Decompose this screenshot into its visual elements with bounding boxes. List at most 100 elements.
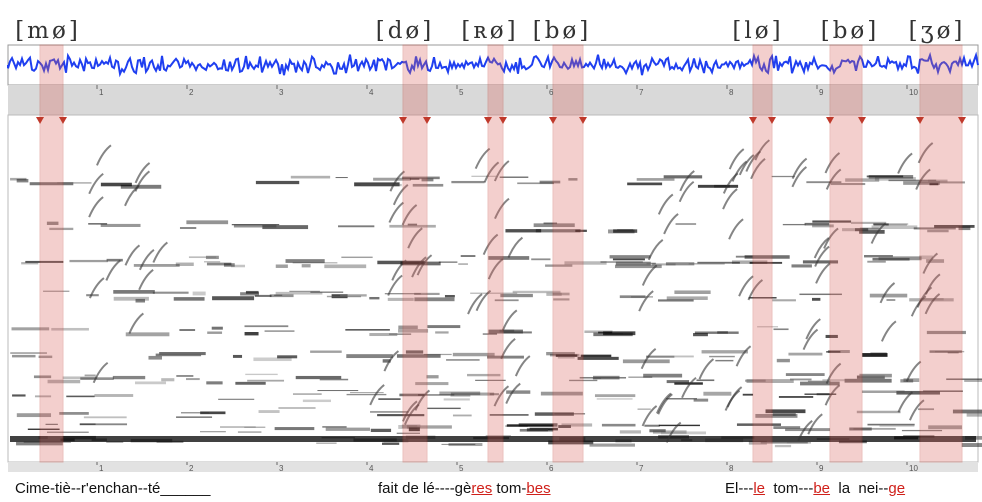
- spectral-streak: [888, 179, 937, 182]
- phoneme-label: [dø]: [376, 18, 435, 44]
- spectral-streak: [211, 326, 223, 330]
- tick-label: 9: [819, 464, 824, 473]
- spectral-streak: [709, 355, 735, 358]
- harmonic-curve: [467, 293, 483, 315]
- spectral-streak: [133, 264, 180, 267]
- spectral-streak: [84, 374, 96, 377]
- lyric-text: fait de lé----gè: [378, 480, 472, 497]
- spectral-streak: [38, 355, 53, 359]
- spectral-streak: [264, 330, 295, 332]
- harmonic-curve: [138, 249, 155, 271]
- spectral-streak: [694, 331, 739, 334]
- spectral-streak: [378, 398, 401, 400]
- spectral-streak: [382, 442, 400, 445]
- boundary-marker: [826, 117, 834, 124]
- spectral-streak: [736, 423, 781, 426]
- harmonic-curve: [493, 385, 510, 407]
- harmonic-curve: [879, 282, 896, 304]
- harmonic-curve: [482, 233, 499, 255]
- time-ticks: 1 1 2 2 3 3 4 4 5 5 6 6 7 7 8 8 9 9 10 10: [96, 85, 918, 473]
- spectral-streak: [613, 229, 638, 233]
- spectral-streak: [200, 411, 226, 415]
- spectral-streak: [886, 299, 896, 301]
- spectral-streak: [113, 296, 149, 301]
- spectral-streak: [370, 410, 409, 413]
- spectral-streak: [398, 329, 429, 333]
- phoneme-label: [lø]: [732, 18, 783, 44]
- spectral-streak: [934, 224, 975, 228]
- harmonic-curve: [815, 262, 831, 284]
- spectral-streak: [100, 182, 132, 187]
- spectral-streak: [467, 373, 501, 377]
- spectral-streak: [637, 408, 651, 410]
- spectral-streak: [51, 327, 89, 331]
- spectral-streak: [441, 443, 476, 445]
- lyric-text: El---: [725, 480, 754, 497]
- spectral-streak: [302, 399, 331, 403]
- harmonic-curve: [514, 355, 531, 377]
- harmonic-curve: [88, 172, 104, 195]
- spectral-streak: [773, 328, 789, 331]
- spectral-streak: [16, 441, 63, 446]
- spectral-streak: [703, 391, 732, 396]
- spectral-streak: [811, 297, 821, 301]
- spectral-streak: [11, 327, 50, 331]
- spectral-streak: [292, 393, 322, 395]
- spectral-streak: [199, 431, 226, 433]
- harmonic-curve: [731, 160, 748, 182]
- tick-label: 1: [99, 88, 104, 97]
- spectral-streak: [23, 441, 71, 443]
- spectral-streak: [418, 394, 455, 396]
- highlight-region: [552, 44, 584, 463]
- spectral-streak: [851, 221, 887, 224]
- spectral-streak: [489, 414, 529, 416]
- spectral-streak: [774, 444, 792, 448]
- harmonic-curve: [805, 318, 821, 340]
- highlighted-syllable: bes: [526, 480, 551, 497]
- spectral-streak: [482, 333, 498, 335]
- spectral-streak: [488, 256, 530, 260]
- spectral-streak: [499, 176, 529, 178]
- spectral-streak: [688, 263, 725, 265]
- spectral-streak: [569, 379, 598, 382]
- ruler: [8, 85, 978, 115]
- spectral-streak: [69, 259, 108, 263]
- highlight-region: [919, 44, 963, 463]
- spectral-streak: [927, 229, 949, 233]
- tick-label: 9: [819, 88, 824, 97]
- boundary-marker: [958, 117, 966, 124]
- harmonic-curve: [402, 400, 418, 422]
- spectral-streak: [804, 393, 837, 395]
- spectral-streak: [791, 264, 812, 268]
- spectral-streak: [16, 413, 52, 418]
- spectrogram: [10, 139, 982, 448]
- spectral-streak: [580, 354, 612, 357]
- harmonic-curve: [88, 196, 104, 218]
- spectral-streak: [244, 332, 259, 336]
- spectral-streak: [438, 261, 458, 263]
- spectral-streak: [412, 183, 444, 187]
- spectral-streak: [652, 263, 676, 266]
- spectral-streak: [749, 261, 783, 264]
- spectral-streak: [125, 332, 170, 337]
- spectral-streak: [66, 395, 95, 398]
- spectral-streak: [643, 373, 683, 378]
- harmonic-curve: [738, 275, 754, 297]
- spectral-streak: [947, 352, 959, 354]
- spectral-streak: [825, 334, 838, 338]
- spectral-streak: [120, 184, 162, 189]
- spectral-streak: [867, 423, 915, 426]
- spectral-streak: [427, 325, 461, 329]
- spectral-streak: [448, 443, 483, 447]
- spectral-streak: [552, 292, 570, 296]
- spectral-streak: [658, 424, 700, 427]
- spectral-streak: [231, 224, 280, 226]
- spectral-streak: [338, 225, 375, 228]
- spectral-streak: [665, 262, 695, 266]
- tick-label: 3: [279, 88, 284, 97]
- spectral-streak: [666, 296, 708, 300]
- spectral-streak: [594, 394, 636, 398]
- highlighted-syllable: res: [471, 480, 493, 497]
- boundary-marker: [36, 117, 44, 124]
- spectral-streak: [526, 428, 548, 432]
